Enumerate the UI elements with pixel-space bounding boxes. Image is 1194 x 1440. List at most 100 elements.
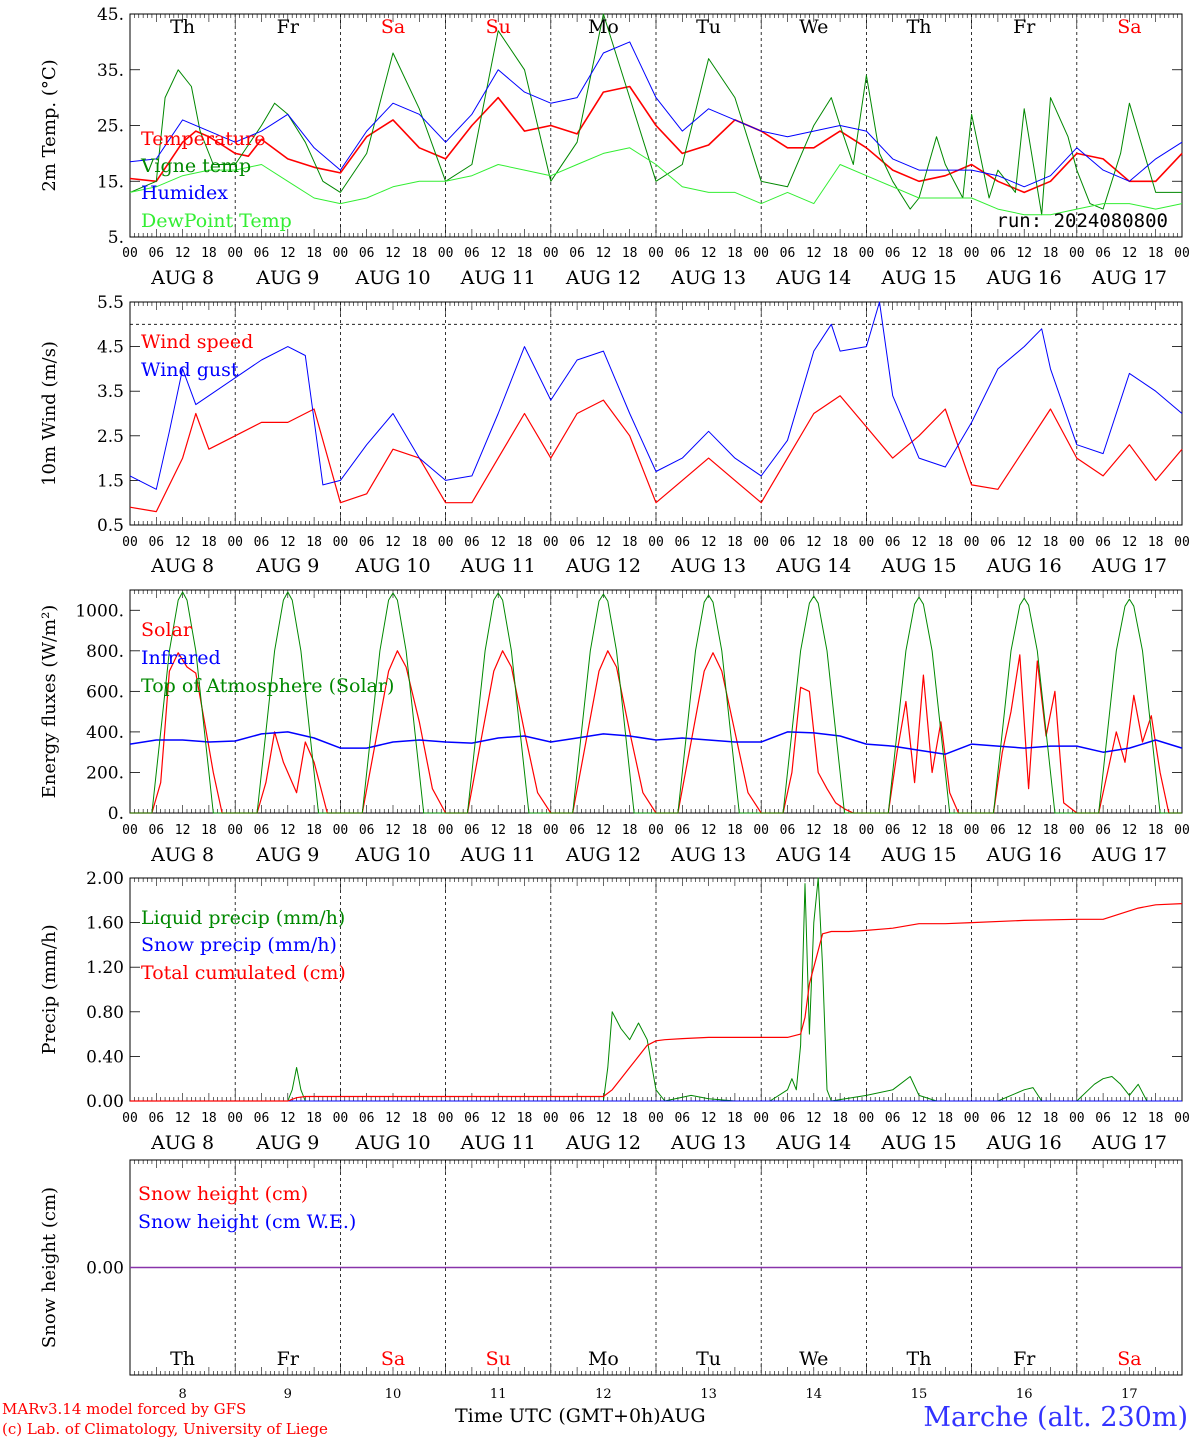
legend-entry: Infrared bbox=[141, 647, 221, 669]
hour-tick-label: 12 bbox=[175, 823, 191, 838]
hour-tick-label: 00 bbox=[122, 1111, 138, 1126]
y-axis-label: 10m Wind (m/s) bbox=[39, 341, 60, 486]
weekday-label: Sa bbox=[381, 1348, 405, 1370]
y-tick-label: 1.60 bbox=[86, 914, 124, 934]
hour-tick-label: 18 bbox=[937, 535, 953, 550]
weekday-label: Sa bbox=[381, 16, 405, 38]
y-tick-label: 200. bbox=[86, 763, 124, 783]
weekday-label: Th bbox=[907, 16, 932, 38]
hour-tick-label: 06 bbox=[885, 823, 901, 838]
hour-tick-label: 06 bbox=[254, 535, 270, 550]
hour-tick-label: 06 bbox=[1095, 535, 1111, 550]
hour-tick-label: 00 bbox=[227, 535, 243, 550]
day-number-label: 15 bbox=[911, 1387, 928, 1402]
y-axis-label: Snow height (cm) bbox=[39, 1187, 60, 1348]
date-label: AUG 12 bbox=[565, 1132, 641, 1154]
day-number-label: 17 bbox=[1121, 1387, 1138, 1402]
date-label: AUG 14 bbox=[775, 555, 851, 577]
hour-tick-label: 06 bbox=[569, 535, 585, 550]
legend-entry: Snow height (cm W.E.) bbox=[138, 1211, 356, 1233]
hour-tick-label: 12 bbox=[1122, 535, 1138, 550]
hour-tick-label: 06 bbox=[254, 823, 270, 838]
hour-tick-label: 12 bbox=[385, 246, 401, 261]
hour-tick-label: 00 bbox=[753, 535, 769, 550]
hour-tick-label: 12 bbox=[1016, 1111, 1032, 1126]
panel-1 bbox=[129, 13, 1183, 238]
hour-tick-label: 00 bbox=[964, 246, 980, 261]
hour-tick-label: 00 bbox=[227, 823, 243, 838]
y-tick-label: 0. bbox=[108, 804, 124, 824]
hour-tick-label: 06 bbox=[359, 535, 375, 550]
hour-tick-label: 12 bbox=[490, 823, 506, 838]
hour-tick-label: 06 bbox=[464, 823, 480, 838]
hour-tick-label: 06 bbox=[359, 823, 375, 838]
hour-tick-label: 12 bbox=[1122, 823, 1138, 838]
date-label: AUG 14 bbox=[775, 267, 851, 289]
weekday-label: Fr bbox=[277, 16, 300, 38]
hour-tick-label: 00 bbox=[859, 823, 875, 838]
date-label: AUG 8 bbox=[150, 267, 214, 289]
hour-tick-label: 18 bbox=[411, 1111, 427, 1126]
panel-5 bbox=[129, 1159, 1183, 1376]
hour-tick-label: 00 bbox=[333, 1111, 349, 1126]
day-number-label: 9 bbox=[284, 1387, 292, 1402]
y-tick-label: 0.80 bbox=[86, 1003, 124, 1023]
hour-tick-label: 00 bbox=[543, 246, 559, 261]
date-label: AUG 11 bbox=[460, 1132, 536, 1154]
hour-tick-label: 00 bbox=[122, 823, 138, 838]
y-tick-label: 15. bbox=[97, 172, 124, 192]
hour-tick-label: 06 bbox=[1095, 246, 1111, 261]
legend-entry: Snow precip (mm/h) bbox=[141, 934, 337, 956]
hour-tick-label: 06 bbox=[569, 823, 585, 838]
hour-tick-label: 06 bbox=[148, 823, 164, 838]
hour-tick-label: 18 bbox=[201, 246, 217, 261]
y-tick-label: 4.5 bbox=[97, 338, 124, 358]
legend-entry: Wind gust bbox=[141, 359, 239, 381]
weekday-label: Su bbox=[486, 1348, 511, 1370]
legend-entry: Temperature bbox=[141, 128, 265, 150]
hour-tick-label: 12 bbox=[701, 246, 717, 261]
hour-tick-label: 12 bbox=[806, 246, 822, 261]
legend-entry: Liquid precip (mm/h) bbox=[141, 907, 345, 929]
hour-tick-label: 18 bbox=[622, 823, 638, 838]
hour-tick-label: 00 bbox=[859, 1111, 875, 1126]
hour-tick-label: 12 bbox=[385, 1111, 401, 1126]
series-line bbox=[129, 41, 1183, 188]
date-label: AUG 14 bbox=[775, 844, 851, 866]
panel-3 bbox=[129, 589, 1183, 814]
hour-tick-label: 12 bbox=[490, 535, 506, 550]
hour-tick-label: 06 bbox=[359, 246, 375, 261]
weekday-label: Tu bbox=[696, 1348, 721, 1370]
series-line bbox=[129, 85, 1183, 194]
hour-tick-label: 00 bbox=[1069, 1111, 1085, 1126]
hour-tick-label: 12 bbox=[1122, 246, 1138, 261]
date-label: AUG 13 bbox=[670, 267, 746, 289]
day-number-label: 8 bbox=[178, 1387, 186, 1402]
weekday-label: Th bbox=[170, 1348, 195, 1370]
hour-tick-label: 18 bbox=[832, 823, 848, 838]
lab-credit: (c) Lab. of Climatology, University of L… bbox=[2, 1420, 328, 1438]
hour-tick-label: 00 bbox=[1069, 246, 1085, 261]
hour-tick-label: 00 bbox=[438, 1111, 454, 1126]
hour-tick-label: 18 bbox=[306, 1111, 322, 1126]
hour-tick-label: 06 bbox=[780, 535, 796, 550]
date-label: AUG 10 bbox=[354, 844, 430, 866]
hour-tick-label: 00 bbox=[753, 823, 769, 838]
hour-tick-label: 00 bbox=[859, 535, 875, 550]
hour-tick-label: 06 bbox=[359, 1111, 375, 1126]
hour-tick-label: 00 bbox=[648, 246, 664, 261]
hour-tick-label: 00 bbox=[1174, 823, 1190, 838]
y-tick-label: 0.00 bbox=[86, 1259, 124, 1279]
hour-tick-label: 00 bbox=[333, 535, 349, 550]
hour-tick-label: 18 bbox=[411, 535, 427, 550]
hour-tick-label: 18 bbox=[727, 535, 743, 550]
hour-tick-label: 06 bbox=[674, 1111, 690, 1126]
date-label: AUG 11 bbox=[460, 844, 536, 866]
hour-tick-label: 18 bbox=[1148, 823, 1164, 838]
date-label: AUG 8 bbox=[150, 555, 214, 577]
date-label: AUG 11 bbox=[460, 267, 536, 289]
date-label: AUG 17 bbox=[1091, 844, 1167, 866]
hour-tick-label: 18 bbox=[201, 535, 217, 550]
weekday-label: Su bbox=[486, 16, 511, 38]
legend-entry: Vigne temp bbox=[140, 155, 251, 177]
